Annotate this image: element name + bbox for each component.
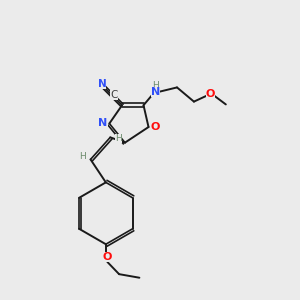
Text: H: H [115, 134, 122, 143]
Text: N: N [98, 118, 107, 128]
Text: C: C [110, 90, 118, 100]
Text: O: O [206, 89, 215, 99]
Text: O: O [102, 252, 111, 262]
Text: H: H [79, 152, 86, 161]
Text: H: H [152, 82, 159, 91]
Text: O: O [150, 122, 160, 132]
Text: N: N [98, 79, 106, 89]
Text: N: N [151, 87, 160, 97]
